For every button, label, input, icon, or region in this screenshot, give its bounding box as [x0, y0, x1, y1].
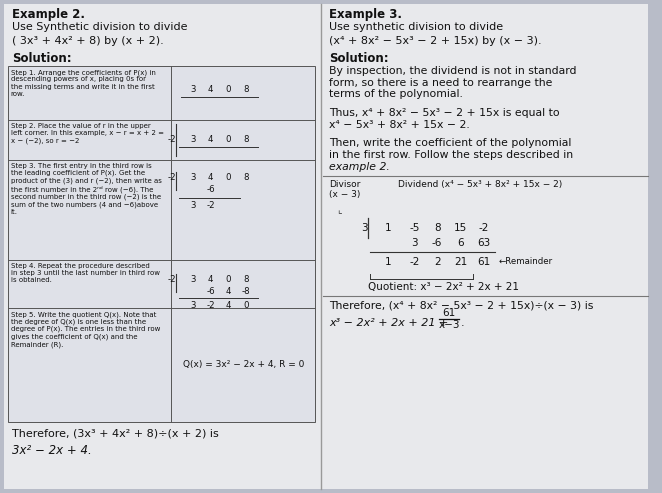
Text: 8: 8	[244, 276, 249, 284]
Text: ( 3x³ + 4x² + 8) by (x + 2).: ( 3x³ + 4x² + 8) by (x + 2).	[12, 36, 164, 46]
Text: 3x² − 2x + 4.: 3x² − 2x + 4.	[12, 444, 91, 457]
Text: Step 4. Repeat the procedure described
in step 3 until the last number in third : Step 4. Repeat the procedure described i…	[11, 263, 160, 283]
Text: (x − 3): (x − 3)	[329, 190, 360, 199]
Text: Divisor: Divisor	[329, 180, 360, 189]
Text: .: .	[461, 318, 465, 328]
Text: (x⁴ + 8x² − 5x³ − 2 + 15x) by (x − 3).: (x⁴ + 8x² − 5x³ − 2 + 15x) by (x − 3).	[329, 36, 542, 46]
Text: x−3: x−3	[438, 320, 459, 330]
Text: -2: -2	[207, 202, 215, 211]
Text: ⌞: ⌞	[337, 205, 342, 215]
Text: -2: -2	[167, 276, 176, 284]
Text: ←Remainder: ←Remainder	[498, 257, 552, 267]
Text: 8: 8	[244, 136, 249, 144]
Text: Use synthetic division to divide: Use synthetic division to divide	[329, 22, 503, 32]
Text: 0: 0	[244, 302, 249, 311]
Text: 4: 4	[226, 286, 231, 295]
Text: 0: 0	[226, 276, 231, 284]
Text: 1: 1	[385, 223, 391, 233]
Text: -6: -6	[207, 185, 215, 195]
Text: 2: 2	[434, 257, 440, 267]
Text: 0: 0	[226, 84, 231, 94]
Text: -8: -8	[242, 286, 250, 295]
Text: 3: 3	[190, 136, 196, 144]
Text: Thus, x⁴ + 8x² − 5x³ − 2 + 15x is equal to
x⁴ − 5x³ + 8x² + 15x − 2.: Thus, x⁴ + 8x² − 5x³ − 2 + 15x is equal …	[329, 108, 559, 130]
Text: -2: -2	[207, 302, 215, 311]
Text: Dividend (x⁴ − 5x³ + 8x² + 15x − 2): Dividend (x⁴ − 5x³ + 8x² + 15x − 2)	[398, 180, 562, 189]
Text: Step 2. Place the value of r in the upper
left corner. In this example, x − r = : Step 2. Place the value of r in the uppe…	[11, 123, 164, 143]
Bar	[8, 66, 315, 422]
Text: Quotient: x³ − 2x² + 2x + 21: Quotient: x³ − 2x² + 2x + 21	[368, 282, 519, 292]
Text: 4: 4	[208, 276, 213, 284]
Text: -2: -2	[167, 136, 176, 144]
Text: -2: -2	[409, 257, 420, 267]
Text: 0: 0	[226, 174, 231, 182]
Text: -6: -6	[432, 238, 442, 248]
Text: 0: 0	[226, 136, 231, 144]
Text: 4: 4	[208, 174, 213, 182]
Text: 4: 4	[226, 302, 231, 311]
Text: -2: -2	[167, 174, 176, 182]
Text: Step 5. Write the quotient Q(x). Note that
the degree of Q(x) is one less than t: Step 5. Write the quotient Q(x). Note th…	[11, 311, 160, 348]
Text: 4: 4	[208, 136, 213, 144]
Text: Q(x) = 3x² − 2x + 4, R = 0: Q(x) = 3x² − 2x + 4, R = 0	[183, 360, 304, 369]
Text: 21: 21	[454, 257, 467, 267]
Text: Use Synthetic division to divide: Use Synthetic division to divide	[12, 22, 187, 32]
Text: 3: 3	[190, 84, 196, 94]
Text: 8: 8	[434, 223, 440, 233]
Text: 3: 3	[190, 276, 196, 284]
Text: Solution:: Solution:	[12, 52, 71, 65]
Text: Therefore, (x⁴ + 8x² − 5x³ − 2 + 15x)÷(x − 3) is: Therefore, (x⁴ + 8x² − 5x³ − 2 + 15x)÷(x…	[329, 300, 593, 310]
Text: 6: 6	[457, 238, 464, 248]
Text: x³ − 2x² + 2x + 21 +: x³ − 2x² + 2x + 21 +	[329, 318, 451, 328]
Text: Step 1. Arrange the coefficients of P(x) in
descending powers of x, placing 0s f: Step 1. Arrange the coefficients of P(x)…	[11, 69, 156, 97]
Text: -2: -2	[478, 223, 489, 233]
Text: 63: 63	[477, 238, 490, 248]
Text: Solution:: Solution:	[329, 52, 389, 65]
Text: 8: 8	[244, 174, 249, 182]
Text: Step 3. The first entry in the third row is
the leading coefficient of P(x). Get: Step 3. The first entry in the third row…	[11, 163, 162, 214]
Text: 3: 3	[411, 238, 418, 248]
Text: 3: 3	[190, 202, 196, 211]
Text: 61: 61	[477, 257, 490, 267]
Text: 1: 1	[385, 257, 391, 267]
Text: -5: -5	[409, 223, 420, 233]
Text: Example 2.: Example 2.	[12, 8, 85, 21]
Text: Example 3.: Example 3.	[329, 8, 402, 21]
Text: 8: 8	[244, 84, 249, 94]
Text: in the first row. Follow the steps described in: in the first row. Follow the steps descr…	[329, 150, 573, 160]
Text: 4: 4	[208, 84, 213, 94]
Text: Therefore, (3x³ + 4x² + 8)÷(x + 2) is: Therefore, (3x³ + 4x² + 8)÷(x + 2) is	[12, 428, 218, 438]
Text: 3: 3	[190, 302, 196, 311]
Text: 15: 15	[454, 223, 467, 233]
Text: By inspection, the dividend is not in standard
form, so there is a need to rearr: By inspection, the dividend is not in st…	[329, 66, 577, 99]
Text: 61: 61	[442, 308, 455, 318]
Text: 3: 3	[361, 223, 368, 233]
Text: -6: -6	[207, 286, 215, 295]
Text: example 2.: example 2.	[329, 162, 390, 172]
Text: Then, write the coefficient of the polynomial: Then, write the coefficient of the polyn…	[329, 138, 571, 148]
Text: 3: 3	[190, 174, 196, 182]
